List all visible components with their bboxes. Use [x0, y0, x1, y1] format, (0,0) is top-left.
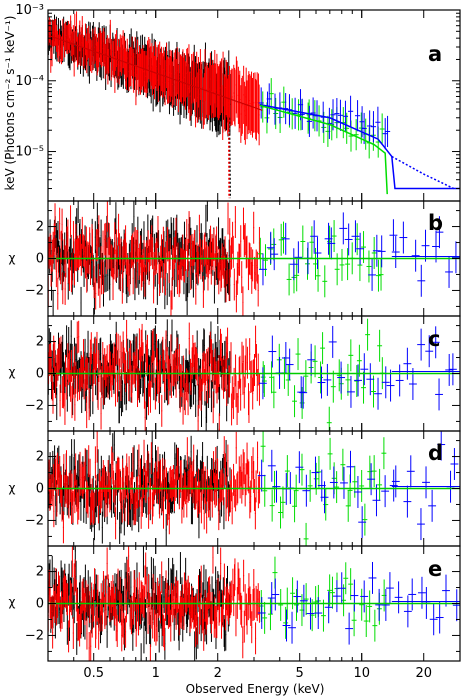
- panel-a-data: [48, 11, 460, 199]
- series-mos-panel-d: [48, 431, 261, 546]
- model-line-pn-dotted-3: [228, 117, 231, 199]
- series-isgri-panel-d: [260, 431, 387, 546]
- series-isgri-panel-a: [260, 78, 385, 159]
- panel-d-data: [48, 431, 460, 546]
- model-line-continuum: [48, 34, 263, 111]
- series-bat-panel-a: [258, 83, 391, 150]
- series-mos-panel-b: [48, 201, 260, 316]
- series-bat-panel-c: [258, 325, 457, 411]
- panel-e-data: [48, 546, 460, 661]
- model-line-isgri-solid-1: [259, 104, 388, 195]
- series-bat-panel-b: [259, 212, 460, 297]
- model-line-bat-dotted-2: [391, 155, 455, 190]
- model-line-bat-solid-0: [259, 103, 460, 190]
- panel-c-data: [48, 318, 460, 431]
- panel-b-data: [48, 201, 460, 316]
- data-layer: [48, 11, 460, 661]
